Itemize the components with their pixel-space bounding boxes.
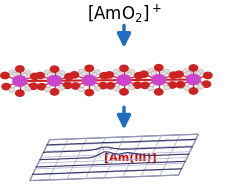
Circle shape (120, 65, 128, 72)
Circle shape (71, 83, 80, 89)
Circle shape (155, 89, 163, 95)
Circle shape (70, 72, 79, 78)
Circle shape (85, 65, 93, 71)
Circle shape (198, 70, 204, 74)
Circle shape (94, 70, 100, 74)
Circle shape (113, 69, 119, 74)
Circle shape (164, 85, 170, 90)
Circle shape (9, 70, 15, 74)
Circle shape (114, 87, 120, 91)
Circle shape (106, 83, 115, 89)
Circle shape (126, 72, 132, 77)
Circle shape (44, 70, 50, 74)
Circle shape (128, 85, 134, 90)
Circle shape (56, 73, 62, 77)
Circle shape (59, 71, 65, 75)
Circle shape (189, 88, 198, 94)
Circle shape (78, 69, 84, 74)
Circle shape (12, 72, 18, 77)
Circle shape (120, 89, 128, 95)
Circle shape (31, 73, 39, 80)
Circle shape (16, 66, 24, 72)
Circle shape (148, 69, 154, 73)
Circle shape (63, 82, 72, 89)
Circle shape (81, 72, 87, 76)
Circle shape (99, 82, 107, 89)
Circle shape (100, 73, 108, 79)
Circle shape (105, 72, 114, 78)
Circle shape (94, 86, 100, 91)
Circle shape (22, 73, 28, 77)
Circle shape (116, 72, 122, 76)
Circle shape (37, 84, 46, 90)
Circle shape (25, 70, 31, 75)
Circle shape (195, 72, 201, 76)
Circle shape (186, 74, 200, 85)
Circle shape (151, 71, 157, 76)
Circle shape (50, 66, 59, 72)
Circle shape (155, 65, 163, 71)
Circle shape (133, 82, 142, 88)
Circle shape (176, 81, 185, 88)
Circle shape (204, 72, 212, 79)
Text: $[\mathrm{AmO_2}]^+$: $[\mathrm{AmO_2}]^+$ (87, 2, 161, 25)
Circle shape (25, 87, 31, 91)
Circle shape (82, 75, 96, 86)
Circle shape (91, 72, 97, 77)
Circle shape (59, 86, 64, 90)
Circle shape (141, 82, 149, 88)
Circle shape (50, 89, 59, 95)
Circle shape (117, 75, 131, 85)
Circle shape (148, 87, 154, 91)
Circle shape (168, 82, 177, 88)
Circle shape (184, 86, 189, 90)
Circle shape (189, 65, 198, 71)
Circle shape (152, 75, 166, 85)
Circle shape (164, 69, 170, 74)
Circle shape (186, 71, 192, 76)
Circle shape (16, 90, 24, 96)
Circle shape (183, 69, 189, 73)
Circle shape (9, 88, 15, 92)
Circle shape (36, 72, 44, 79)
Circle shape (13, 76, 27, 86)
Circle shape (140, 71, 148, 77)
Circle shape (1, 72, 9, 79)
Circle shape (161, 72, 167, 76)
Circle shape (47, 72, 53, 77)
Circle shape (48, 76, 62, 86)
Circle shape (169, 72, 178, 78)
Circle shape (129, 70, 135, 74)
Circle shape (45, 87, 51, 91)
Circle shape (134, 73, 143, 79)
Circle shape (85, 89, 93, 96)
Circle shape (2, 84, 10, 90)
Circle shape (202, 81, 211, 87)
Circle shape (29, 83, 38, 89)
Circle shape (65, 74, 73, 80)
Circle shape (197, 85, 203, 89)
Circle shape (175, 71, 183, 77)
Text: [Am(III)]: [Am(III)] (104, 153, 157, 163)
Circle shape (78, 87, 84, 92)
